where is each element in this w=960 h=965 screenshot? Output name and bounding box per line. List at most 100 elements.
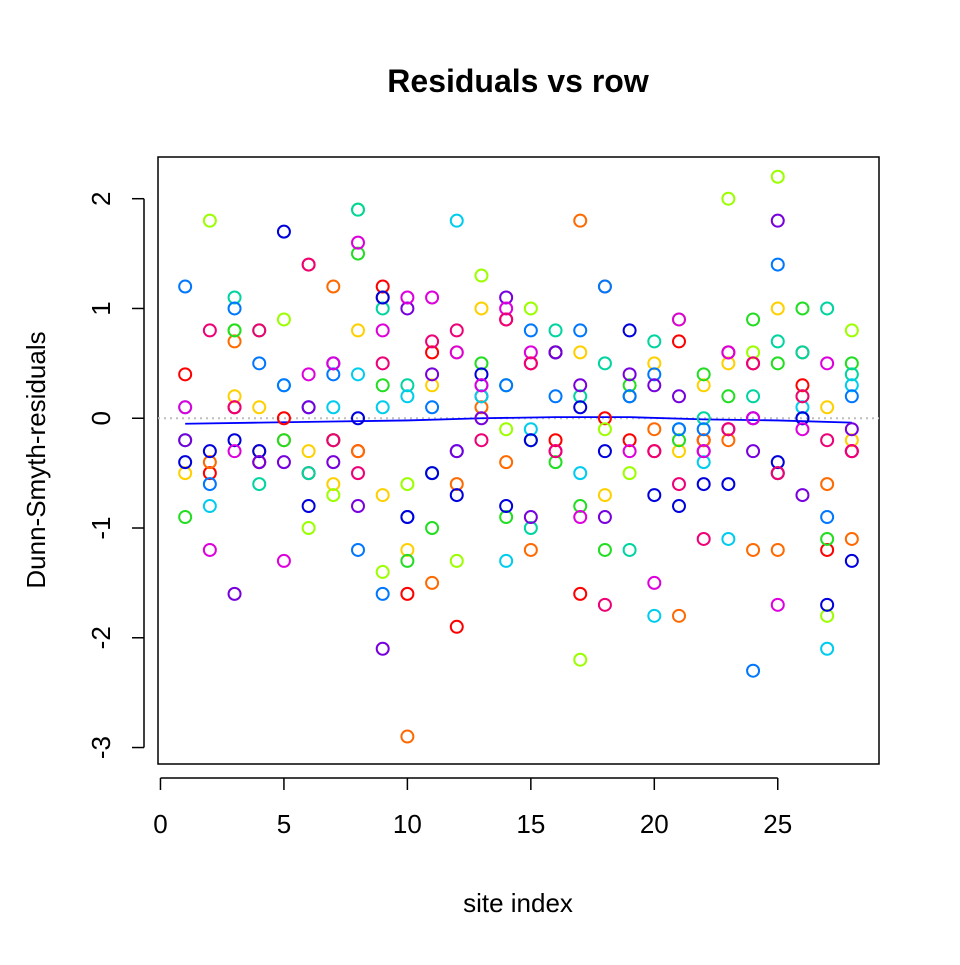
data-point	[721, 422, 736, 437]
data-point	[301, 521, 316, 536]
data-point	[449, 323, 464, 338]
data-point	[202, 499, 217, 514]
smooth-line-layer	[185, 416, 852, 425]
data-point	[844, 367, 859, 382]
data-point	[351, 411, 366, 426]
data-point	[499, 553, 514, 568]
data-point	[449, 488, 464, 503]
data-point	[795, 422, 810, 437]
data-point	[573, 213, 588, 228]
data-point	[425, 378, 440, 393]
data-point	[276, 411, 291, 426]
data-point	[622, 378, 637, 393]
data-point	[375, 356, 390, 371]
data-point	[202, 477, 217, 492]
data-point	[597, 356, 612, 371]
data-point	[820, 542, 835, 557]
data-point	[449, 213, 464, 228]
data-point	[746, 389, 761, 404]
data-point	[202, 455, 217, 470]
data-point	[449, 553, 464, 568]
data-point	[820, 641, 835, 656]
data-point	[474, 411, 489, 426]
data-point	[178, 455, 193, 470]
data-point	[178, 367, 193, 382]
data-point	[696, 378, 711, 393]
x-tick-label: 10	[393, 809, 422, 839]
data-point	[351, 323, 366, 338]
data-point	[375, 301, 390, 316]
data-point	[597, 411, 612, 426]
smooth-trend-line	[185, 416, 852, 425]
data-point	[721, 477, 736, 492]
data-point	[597, 542, 612, 557]
data-point	[523, 422, 538, 437]
data-point	[375, 323, 390, 338]
data-point	[301, 444, 316, 459]
data-point	[227, 290, 242, 305]
data-point	[597, 279, 612, 294]
data-point	[770, 334, 785, 349]
data-point	[425, 367, 440, 382]
data-point	[746, 444, 761, 459]
data-point	[746, 663, 761, 678]
data-point	[696, 531, 711, 546]
data-point	[523, 356, 538, 371]
data-point	[252, 323, 267, 338]
data-point	[227, 334, 242, 349]
data-point	[696, 444, 711, 459]
y-tick-label: 1	[86, 301, 116, 315]
data-point	[696, 411, 711, 426]
data-point	[375, 279, 390, 294]
data-point	[820, 597, 835, 612]
data-point	[178, 400, 193, 415]
data-point	[449, 345, 464, 360]
y-axis: -3 -2 -1 0 1 2	[86, 191, 145, 759]
data-point	[301, 367, 316, 382]
data-point	[647, 575, 662, 590]
data-point	[523, 521, 538, 536]
data-point	[671, 312, 686, 327]
x-tick-label: 0	[153, 809, 167, 839]
data-point	[647, 378, 662, 393]
data-point	[400, 301, 415, 316]
data-point	[597, 510, 612, 525]
data-point	[499, 378, 514, 393]
data-point	[820, 531, 835, 546]
data-point	[721, 191, 736, 206]
data-point	[178, 510, 193, 525]
data-point	[523, 542, 538, 557]
series-12	[202, 257, 859, 612]
data-point	[276, 553, 291, 568]
y-tick-label: 0	[86, 411, 116, 425]
x-tick-label: 5	[277, 809, 291, 839]
data-point	[671, 499, 686, 514]
data-point	[671, 433, 686, 448]
data-point	[425, 521, 440, 536]
data-point	[400, 389, 415, 404]
data-point	[820, 510, 835, 525]
data-point	[721, 345, 736, 360]
data-point	[227, 301, 242, 316]
data-point	[227, 389, 242, 404]
data-point	[326, 279, 341, 294]
data-point	[375, 290, 390, 305]
data-point	[597, 597, 612, 612]
data-point	[647, 356, 662, 371]
data-point	[770, 213, 785, 228]
data-point	[326, 400, 341, 415]
data-point	[425, 334, 440, 349]
data-point	[721, 531, 736, 546]
data-point	[499, 312, 514, 327]
data-point	[820, 608, 835, 623]
data-point	[202, 542, 217, 557]
data-point	[770, 542, 785, 557]
data-point	[622, 542, 637, 557]
data-point	[375, 400, 390, 415]
data-point	[351, 367, 366, 382]
data-point	[770, 257, 785, 272]
data-point	[770, 356, 785, 371]
data-point	[474, 433, 489, 448]
data-point	[671, 389, 686, 404]
